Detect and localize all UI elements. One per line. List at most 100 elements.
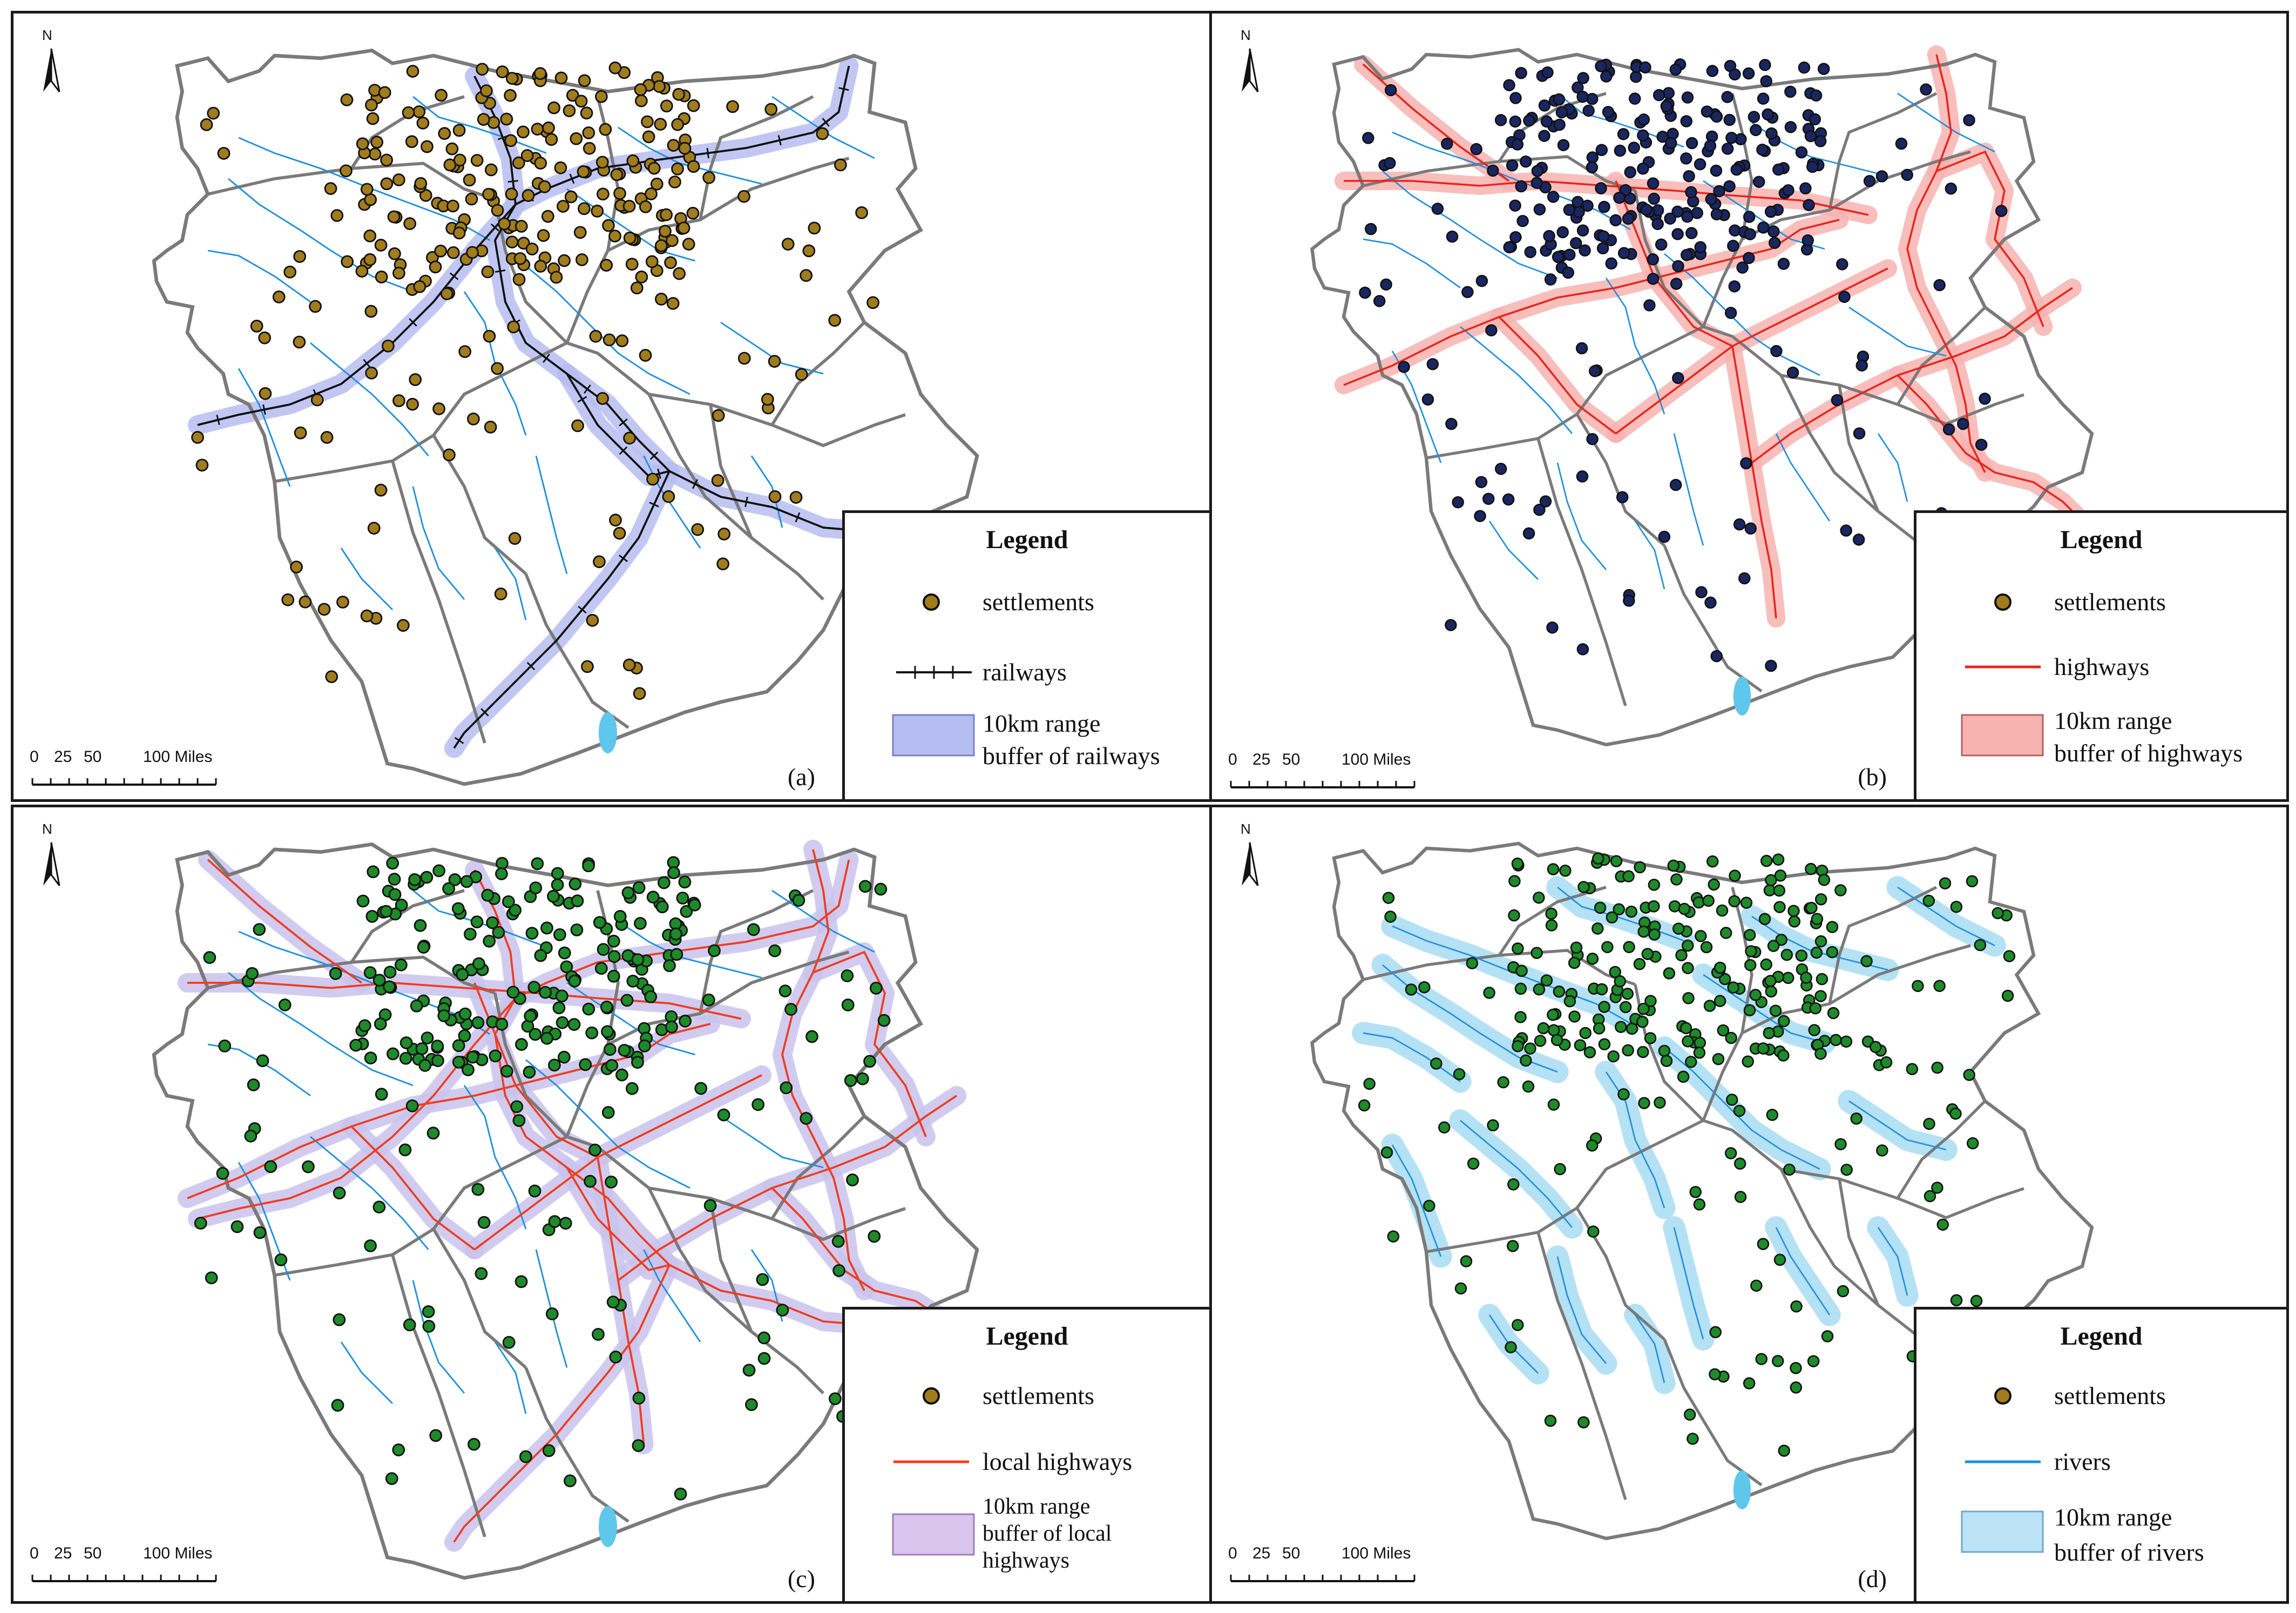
settlement-point <box>556 989 568 1003</box>
settlement-point <box>380 153 393 167</box>
settlement-point <box>1595 983 1608 996</box>
road-line <box>1498 316 1617 435</box>
settlement-point <box>259 387 272 400</box>
settlement-point <box>1553 93 1566 106</box>
settlement-point <box>1651 218 1664 231</box>
settlement-point <box>510 1100 524 1113</box>
settlement-point <box>1547 863 1560 875</box>
settlement-point <box>506 986 520 999</box>
settlement-point <box>1724 307 1737 319</box>
district-boundary <box>647 393 825 601</box>
settlement-point <box>1795 949 1808 962</box>
map-layer <box>1310 45 2094 747</box>
settlement-point <box>432 402 445 415</box>
district-boundary <box>1896 1100 1986 1199</box>
settlement-point <box>494 587 507 600</box>
settlement-point <box>737 190 750 203</box>
settlement-point <box>446 199 459 213</box>
settlement-point <box>1743 252 1755 265</box>
scale-tick-label: 100 Miles <box>1342 751 1411 768</box>
settlement-point <box>1721 143 1734 155</box>
settlement-point <box>1757 1238 1770 1250</box>
settlement-point <box>1730 163 1743 176</box>
settlement-point <box>410 999 423 1013</box>
settlement-point <box>194 1217 207 1230</box>
legend-settlements-label: settlements <box>983 588 1094 616</box>
settlement-point <box>1563 248 1576 261</box>
settlement-point <box>574 95 588 108</box>
settlement-point <box>1418 981 1431 994</box>
settlement-point <box>581 660 594 673</box>
settlement-point <box>525 927 539 940</box>
district-boundary <box>1498 886 1607 956</box>
settlement-point <box>1577 881 1590 893</box>
settlement-point <box>483 329 496 343</box>
settlement-point <box>517 125 530 139</box>
settlement-point <box>1783 1163 1796 1176</box>
settlement-symbol-icon <box>1994 1387 2011 1405</box>
road-line <box>1906 54 1986 473</box>
lake <box>598 712 618 754</box>
settlement-point <box>1533 892 1545 904</box>
settlement-point <box>399 1036 413 1050</box>
settlement-point <box>356 137 369 151</box>
settlement-point <box>1652 89 1665 102</box>
settlement-point <box>507 320 520 334</box>
scale-bar-graphic <box>31 1575 217 1582</box>
settlement-point <box>440 287 453 300</box>
settlement-point <box>1533 983 1546 996</box>
settlement-point <box>1660 100 1673 112</box>
settlement-point <box>537 229 550 242</box>
river <box>1634 1314 1665 1383</box>
settlement-point <box>1803 199 1815 211</box>
settlement-point <box>1717 1024 1730 1037</box>
settlement-point <box>1705 193 1718 206</box>
settlement-point <box>385 1472 398 1486</box>
settlement-point <box>1598 1001 1610 1013</box>
settlement-point <box>603 1043 617 1056</box>
settlement-point <box>1563 995 1576 1008</box>
settlement-point <box>1553 986 1566 998</box>
scale-tick-label: 0 <box>1228 1544 1237 1562</box>
settlement-point <box>778 984 792 997</box>
settlement-point <box>505 187 518 201</box>
river <box>1634 521 1665 590</box>
settlement-point <box>1740 896 1753 909</box>
district-boundary <box>1838 1178 1880 1306</box>
settlement-point <box>1647 273 1660 285</box>
settlement-point <box>365 910 379 923</box>
legend-local-highways-label: local highways <box>983 1448 1133 1475</box>
highway-symbol-icon <box>1965 665 2041 669</box>
settlement-point <box>635 94 648 107</box>
settlement-point <box>1643 299 1656 312</box>
settlement-point <box>664 256 677 269</box>
settlement-point <box>472 957 485 970</box>
settlement-point <box>1405 983 1418 996</box>
settlement-point <box>1734 1191 1747 1203</box>
settlement-point <box>1860 955 1873 968</box>
settlement-point <box>1538 130 1550 142</box>
district-boundary <box>1828 92 1938 211</box>
settlement-point <box>618 1044 631 1057</box>
settlement-point <box>1689 1186 1702 1198</box>
settlement-point <box>293 335 306 349</box>
settlement-point <box>1670 278 1683 290</box>
settlement-point <box>413 280 426 293</box>
settlement-point <box>505 72 519 85</box>
settlement-point <box>406 397 419 411</box>
settlement-point <box>1665 137 1677 150</box>
settlement-point <box>568 878 582 890</box>
settlement-point <box>1703 1000 1716 1012</box>
settlement-point <box>534 949 547 962</box>
settlement-point <box>1818 874 1831 886</box>
settlement-point <box>1610 855 1623 868</box>
settlement-point <box>1691 207 1703 219</box>
settlement-point <box>508 532 521 545</box>
settlement-point <box>831 1235 845 1248</box>
settlement-point <box>552 1001 566 1015</box>
settlement-point <box>403 217 417 231</box>
settlement-point <box>702 993 715 1007</box>
settlement-point <box>1809 113 1821 126</box>
settlement-point <box>1487 1119 1499 1132</box>
settlement-point <box>1895 137 1908 150</box>
